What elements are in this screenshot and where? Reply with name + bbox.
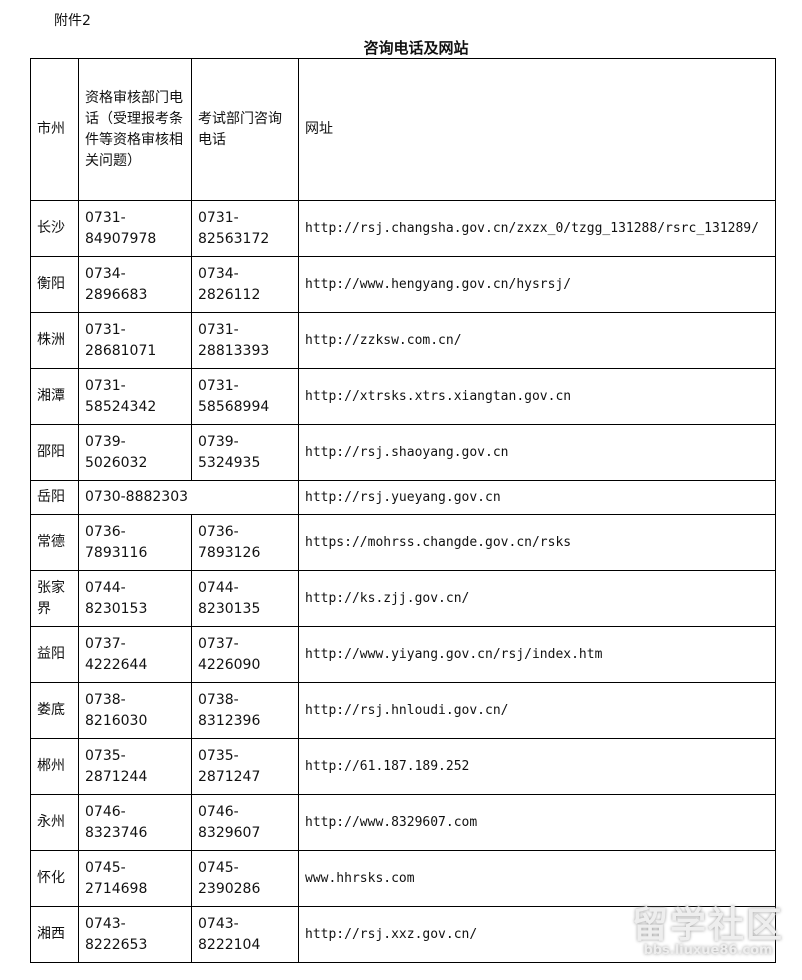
- table-row: 郴州 0735-2871244 0735-2871247 http://61.187.…: [30, 738, 776, 795]
- city-cell: 怀化: [30, 850, 79, 907]
- header-exam-phone: 考试部门咨询电话: [191, 58, 299, 201]
- url-link[interactable]: http://ks.zjj.gov.cn/: [298, 570, 776, 627]
- url-link[interactable]: http://xtrsks.xtrs.xiangtan.gov.cn: [298, 368, 776, 425]
- table-row: 怀化 0745-2714698 0745-2390286 www.hhrsks.com: [30, 850, 776, 907]
- city-cell: 张家界: [30, 570, 79, 627]
- exam-phone-cell: 0744-8230135: [191, 570, 299, 627]
- header-url: 网址: [298, 58, 776, 201]
- url-link[interactable]: http://www.hengyang.gov.cn/hysrsj/: [298, 256, 776, 313]
- url-link[interactable]: http://rsj.shaoyang.gov.cn: [298, 424, 776, 481]
- city-cell: 邵阳: [30, 424, 79, 481]
- url-link[interactable]: http://rsj.yueyang.gov.cn: [298, 480, 776, 515]
- review-phone-cell: 0731-28681071: [78, 312, 192, 369]
- review-phone-cell: 0737-4222644: [78, 626, 192, 683]
- review-phone-cell: 0735-2871244: [78, 738, 192, 795]
- exam-phone-cell: 0736-7893126: [191, 514, 299, 571]
- review-phone-cell: 0731-58524342: [78, 368, 192, 425]
- table-row: 邵阳 0739-5026032 0739-5324935 http://rsj.sha…: [30, 424, 776, 481]
- city-cell: 益阳: [30, 626, 79, 683]
- url-link[interactable]: http://rsj.hnloudi.gov.cn/: [298, 682, 776, 739]
- header-city: 市州: [30, 58, 79, 201]
- review-phone-cell: 0736-7893116: [78, 514, 192, 571]
- url-link[interactable]: http://rsj.xxz.gov.cn/: [298, 906, 776, 963]
- exam-phone-cell: 0746-8329607: [191, 794, 299, 851]
- table-row: 益阳 0737-4222644 0737-4226090 http://www.yiy…: [30, 626, 776, 683]
- table-row: 湘潭 0731-58524342 0731-58568994 http://xtrsk…: [30, 368, 776, 425]
- watermark-logo: 留学社区 bbs.liuxue86.com: [632, 905, 785, 958]
- url-link[interactable]: www.hhrsks.com: [298, 850, 776, 907]
- review-phone-cell: 0734-2896683: [78, 256, 192, 313]
- table-row: 岳阳 0730-8882303 http://rsj.yueyang.gov.cn: [30, 480, 776, 515]
- city-cell: 湘潭: [30, 368, 79, 425]
- attachment-label: 附件2: [54, 13, 91, 29]
- url-link[interactable]: http://www.8329607.com: [298, 794, 776, 851]
- header-review-phone: 资格审核部门电话（受理报考条件等资格审核相关问题）: [78, 58, 192, 201]
- city-cell: 长沙: [30, 200, 79, 257]
- city-cell: 娄底: [30, 682, 79, 739]
- exam-phone-cell: 0738-8312396: [191, 682, 299, 739]
- review-phone-cell: 0745-2714698: [78, 850, 192, 907]
- review-phone-cell: 0738-8216030: [78, 682, 192, 739]
- header-row: 市州 资格审核部门电话（受理报考条件等资格审核相关问题） 考试部门咨询电话 网址: [30, 58, 776, 201]
- city-cell: 湘西: [30, 906, 79, 963]
- exam-phone-cell: 0737-4226090: [191, 626, 299, 683]
- exam-phone-cell: 0731-28813393: [191, 312, 299, 369]
- review-phone-cell: 0744-8230153: [78, 570, 192, 627]
- exam-phone-cell: 0743-8222104: [191, 906, 299, 963]
- exam-phone-cell: 0745-2390286: [191, 850, 299, 907]
- table-row: 常德 0736-7893116 0736-7893126 https://mohrss…: [30, 514, 776, 571]
- table-row: 长沙 0731-84907978 0731-82563172 http://rsj.c…: [30, 200, 776, 257]
- page-title: 咨询电话及网站: [363, 39, 469, 57]
- review-phone-cell: 0730-8882303: [78, 480, 299, 515]
- table-row: 娄底 0738-8216030 0738-8312396 http://rsj.hnl…: [30, 682, 776, 739]
- city-cell: 常德: [30, 514, 79, 571]
- table-row: 张家界 0744-8230153 0744-8230135 http://ks.zjj…: [30, 570, 776, 627]
- url-link[interactable]: http://www.yiyang.gov.cn/rsj/index.htm: [298, 626, 776, 683]
- city-cell: 岳阳: [30, 480, 79, 515]
- review-phone-cell: 0739-5026032: [78, 424, 192, 481]
- url-link[interactable]: http://zzksw.com.cn/: [298, 312, 776, 369]
- exam-phone-cell: 0731-82563172: [191, 200, 299, 257]
- url-link[interactable]: http://61.187.189.252: [298, 738, 776, 795]
- url-link[interactable]: http://rsj.changsha.gov.cn/zxzx_0/tzgg_1…: [298, 200, 776, 257]
- url-link[interactable]: https://mohrss.changde.gov.cn/rsks: [298, 514, 776, 571]
- table-row: 湘西 0743-8222653 0743-8222104 http://rsj.xxz…: [30, 906, 776, 963]
- exam-phone-cell: 0731-58568994: [191, 368, 299, 425]
- review-phone-cell: 0731-84907978: [78, 200, 192, 257]
- contact-table: 市州 资格审核部门电话（受理报考条件等资格审核相关问题） 考试部门咨询电话 网址…: [30, 58, 776, 963]
- review-phone-cell: 0746-8323746: [78, 794, 192, 851]
- city-cell: 衡阳: [30, 256, 79, 313]
- review-phone-cell: 0743-8222653: [78, 906, 192, 963]
- city-cell: 永州: [30, 794, 79, 851]
- table-row: 株洲 0731-28681071 0731-28813393 http://zzksw…: [30, 312, 776, 369]
- exam-phone-cell: 0735-2871247: [191, 738, 299, 795]
- city-cell: 郴州: [30, 738, 79, 795]
- city-cell: 株洲: [30, 312, 79, 369]
- exam-phone-cell: 0739-5324935: [191, 424, 299, 481]
- table-row: 永州 0746-8323746 0746-8329607 http://www.832…: [30, 794, 776, 851]
- table-row: 衡阳 0734-2896683 0734-2826112 http://www.hen…: [30, 256, 776, 313]
- exam-phone-cell: 0734-2826112: [191, 256, 299, 313]
